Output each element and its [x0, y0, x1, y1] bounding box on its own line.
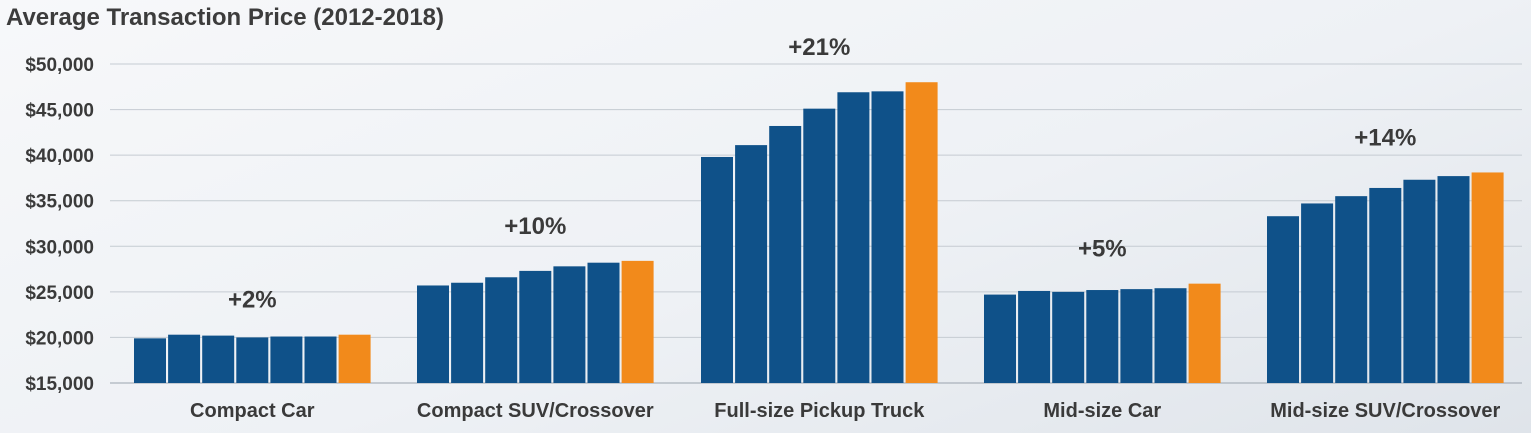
bar — [1052, 291, 1085, 383]
bar — [270, 336, 303, 383]
bar — [134, 338, 166, 383]
category-label: Mid-size Car — [1043, 400, 1161, 422]
category-labels: +2% Compact Car +10% Compact SUV/Crossover +… — [190, 34, 1500, 422]
y-tick-label: $30,000 — [25, 237, 94, 258]
bar — [984, 294, 1016, 383]
chart-title: Average Transaction Price (2012-2018) — [6, 4, 445, 31]
bar-latest — [621, 260, 654, 383]
category-label: Compact SUV/Crossover — [417, 400, 654, 422]
bar-latest — [338, 334, 371, 383]
category-label: Mid-size SUV/Crossover — [1270, 400, 1500, 422]
bar — [701, 156, 733, 383]
category-label: Full-size Pickup Truck — [714, 400, 925, 422]
change-label: +2% — [228, 287, 277, 314]
change-label: +5% — [1078, 236, 1127, 263]
y-tick-label: $20,000 — [25, 328, 94, 349]
change-label: +21% — [788, 34, 850, 61]
bar — [1018, 290, 1051, 383]
bar — [1403, 179, 1436, 383]
bar — [451, 282, 484, 383]
bar — [1301, 203, 1334, 383]
bar-group — [134, 334, 371, 383]
y-tick-label: $15,000 — [25, 374, 94, 395]
bar — [587, 262, 620, 383]
bar — [1267, 216, 1299, 383]
change-label: +10% — [504, 213, 566, 240]
bar — [417, 285, 449, 383]
bar-group — [701, 82, 938, 384]
bar-group — [417, 260, 654, 383]
bar — [553, 266, 586, 383]
bar — [735, 145, 768, 383]
bar-latest — [1188, 283, 1221, 383]
bar — [769, 125, 802, 383]
bar — [236, 337, 269, 383]
bar — [304, 336, 337, 383]
bar — [519, 270, 552, 383]
y-tick-label: $40,000 — [25, 146, 94, 167]
change-label: +14% — [1354, 124, 1416, 151]
bar-group — [1267, 172, 1504, 383]
y-tick-label: $50,000 — [25, 55, 94, 76]
bar-group — [984, 283, 1221, 383]
y-axis-ticks: $15,000 $20,000 $25,000 $30,000 $35,000 $40,0… — [25, 55, 94, 395]
bar — [1154, 288, 1187, 383]
bar — [1437, 176, 1470, 383]
y-tick-label: $45,000 — [25, 101, 94, 122]
bar — [1086, 290, 1119, 383]
bar — [1335, 196, 1368, 383]
bar — [485, 277, 518, 383]
y-tick-label: $25,000 — [25, 283, 94, 304]
bar-latest — [1471, 172, 1504, 383]
category-label: Compact Car — [190, 400, 315, 422]
bar — [1369, 187, 1402, 383]
bar — [168, 334, 201, 383]
y-tick-label: $35,000 — [25, 192, 94, 213]
bar — [202, 335, 235, 383]
bar-groups — [134, 82, 1504, 384]
bar — [871, 91, 904, 383]
bar — [803, 108, 836, 383]
bar — [1120, 289, 1153, 383]
bar — [837, 92, 870, 384]
bar-latest — [905, 82, 938, 383]
